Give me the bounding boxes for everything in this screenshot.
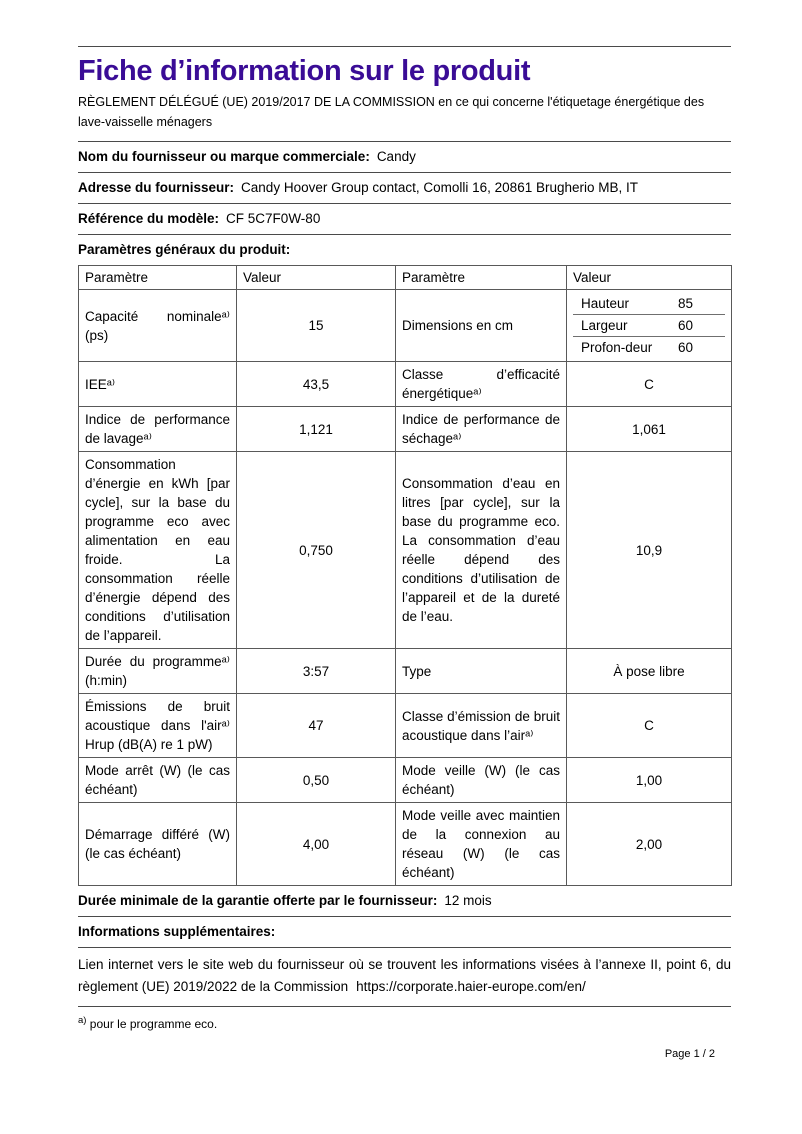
supplier-link-row: Lien internet vers le site web du fourni… bbox=[78, 948, 731, 1007]
param-cell: Consommation d’eau en litres [par cycle]… bbox=[395, 451, 567, 649]
general-parameters-label: Paramètres généraux du produit: bbox=[78, 242, 291, 257]
table-row-off-standby: Mode arrêt (W) (le cas échéant) 0,50 Mod… bbox=[78, 757, 732, 803]
table-row-capacity-dimensions: Capacité nominaleᵃ⁾ (ps) 15 Dimensions e… bbox=[78, 289, 732, 362]
warranty-row: Durée minimale de la garantie offerte pa… bbox=[78, 886, 731, 917]
header-param-left: Paramètre bbox=[78, 265, 237, 290]
general-parameters-row: Paramètres généraux du produit: bbox=[78, 234, 731, 265]
supplier-link-text: Lien internet vers le site web du fourni… bbox=[78, 957, 731, 994]
dimension-row-height: Hauteur 85 bbox=[573, 293, 725, 315]
value-cell: 1,061 bbox=[566, 406, 732, 452]
value-cell: 1,121 bbox=[236, 406, 396, 452]
model-reference-value: CF 5C7F0W-80 bbox=[226, 211, 321, 226]
footnote: a) pour le programme eco. bbox=[78, 1007, 731, 1032]
model-reference-row: Référence du modèle: CF 5C7F0W-80 bbox=[78, 203, 731, 234]
value-cell: 1,00 bbox=[566, 757, 732, 803]
param-cell: IEEᵃ⁾ bbox=[78, 361, 237, 407]
value-cell: 3:57 bbox=[236, 648, 396, 694]
param-cell: Indice de performance de lavageᵃ⁾ bbox=[78, 406, 237, 452]
table-row-performance: Indice de performance de lavageᵃ⁾ 1,121 … bbox=[78, 406, 732, 452]
param-cell: Dimensions en cm bbox=[395, 289, 567, 362]
value-cell: À pose libre bbox=[566, 648, 732, 694]
dimension-row-width: Largeur 60 bbox=[573, 315, 725, 337]
value-cell: 47 bbox=[236, 693, 396, 758]
value-cell: 2,00 bbox=[566, 802, 732, 886]
param-cell: Indice de performance de séchageᵃ⁾ bbox=[395, 406, 567, 452]
warranty-label: Durée minimale de la garantie offerte pa… bbox=[78, 893, 438, 908]
value-cell: 0,750 bbox=[236, 451, 396, 649]
page-number: Page 1 / 2 bbox=[664, 1048, 715, 1060]
param-cell: Mode veille avec maintien de la connexio… bbox=[395, 802, 567, 886]
product-fiche-document: Fiche d’information sur le produit RÈGLE… bbox=[78, 46, 732, 1032]
table-row-noise: Émissions de bruit acoustique dans l'air… bbox=[78, 693, 732, 758]
warranty-value: 12 mois bbox=[444, 893, 492, 908]
footnote-marker: a) bbox=[78, 1015, 87, 1026]
value-cell: 4,00 bbox=[236, 802, 396, 886]
table-row-consumption: Consommation d’énergie en kWh [par cycle… bbox=[78, 451, 732, 649]
page-title: Fiche d’information sur le produit bbox=[78, 55, 531, 87]
dimension-label: Largeur bbox=[581, 318, 628, 333]
dimension-value: 60 bbox=[677, 318, 693, 333]
param-cell: Mode arrêt (W) (le cas échéant) bbox=[78, 757, 237, 803]
table-row-delayed-start: Démarrage différé (W) (le cas échéant) 4… bbox=[78, 802, 732, 886]
regulation-subtitle: RÈGLEMENT DÉLÉGUÉ (UE) 2019/2017 DE LA C… bbox=[78, 95, 705, 129]
dimension-value: 60 bbox=[677, 340, 693, 355]
value-cell: C bbox=[566, 693, 732, 758]
param-cell: Classe d’efficacité énergétiqueᵃ⁾ bbox=[395, 361, 567, 407]
param-cell: Capacité nominaleᵃ⁾ (ps) bbox=[78, 289, 237, 362]
table-header-row: Paramètre Valeur Paramètre Valeur bbox=[78, 265, 732, 290]
footnote-text: pour le programme eco. bbox=[89, 1017, 218, 1031]
dimensions-cell: Hauteur 85 Largeur 60 Profon-deur 60 bbox=[566, 289, 732, 362]
header-param-right: Paramètre bbox=[395, 265, 567, 290]
dimension-value: 85 bbox=[677, 296, 693, 311]
param-cell: Mode veille (W) (le cas échéant) bbox=[395, 757, 567, 803]
value-cell: C bbox=[566, 361, 732, 407]
param-cell: Démarrage différé (W) (le cas échéant) bbox=[78, 802, 237, 886]
dimension-row-depth: Profon-deur 60 bbox=[573, 337, 725, 358]
table-row-iee: IEEᵃ⁾ 43,5 Classe d’efficacité énergétiq… bbox=[78, 361, 732, 407]
parameters-table: Paramètre Valeur Paramètre Valeur Capaci… bbox=[78, 265, 732, 886]
additional-info-row: Informations supplémentaires: bbox=[78, 917, 731, 948]
additional-info-label: Informations supplémentaires: bbox=[78, 924, 276, 939]
param-cell: Durée du programmeᵃ⁾ (h:min) bbox=[78, 648, 237, 694]
value-cell: 15 bbox=[236, 289, 396, 362]
value-cell: 10,9 bbox=[566, 451, 732, 649]
supplier-name-row: Nom du fournisseur ou marque commerciale… bbox=[78, 141, 731, 172]
supplier-website-link[interactable]: https://corporate.haier-europe.com/en/ bbox=[356, 979, 586, 994]
param-cell: Consommation d’énergie en kWh [par cycle… bbox=[78, 451, 237, 649]
param-cell: Émissions de bruit acoustique dans l'air… bbox=[78, 693, 237, 758]
dimension-label: Profon-deur bbox=[581, 340, 653, 355]
table-row-duration-type: Durée du programmeᵃ⁾ (h:min) 3:57 Type À… bbox=[78, 648, 732, 694]
value-cell: 43,5 bbox=[236, 361, 396, 407]
supplier-address-label: Adresse du fournisseur: bbox=[78, 180, 235, 195]
supplier-address-value: Candy Hoover Group contact, Comolli 16, … bbox=[241, 180, 638, 195]
supplier-name-value: Candy bbox=[376, 149, 416, 164]
supplier-address-row: Adresse du fournisseur: Candy Hoover Grou… bbox=[78, 172, 731, 203]
param-cell: Type bbox=[395, 648, 567, 694]
header-value-right: Valeur bbox=[566, 265, 732, 290]
dimension-label: Hauteur bbox=[581, 296, 630, 311]
supplier-name-label: Nom du fournisseur ou marque commerciale… bbox=[78, 149, 370, 164]
model-reference-label: Référence du modèle: bbox=[78, 211, 220, 226]
value-cell: 0,50 bbox=[236, 757, 396, 803]
header-value-left: Valeur bbox=[236, 265, 396, 290]
param-cell: Classe d’émission de bruit acoustique da… bbox=[395, 693, 567, 758]
